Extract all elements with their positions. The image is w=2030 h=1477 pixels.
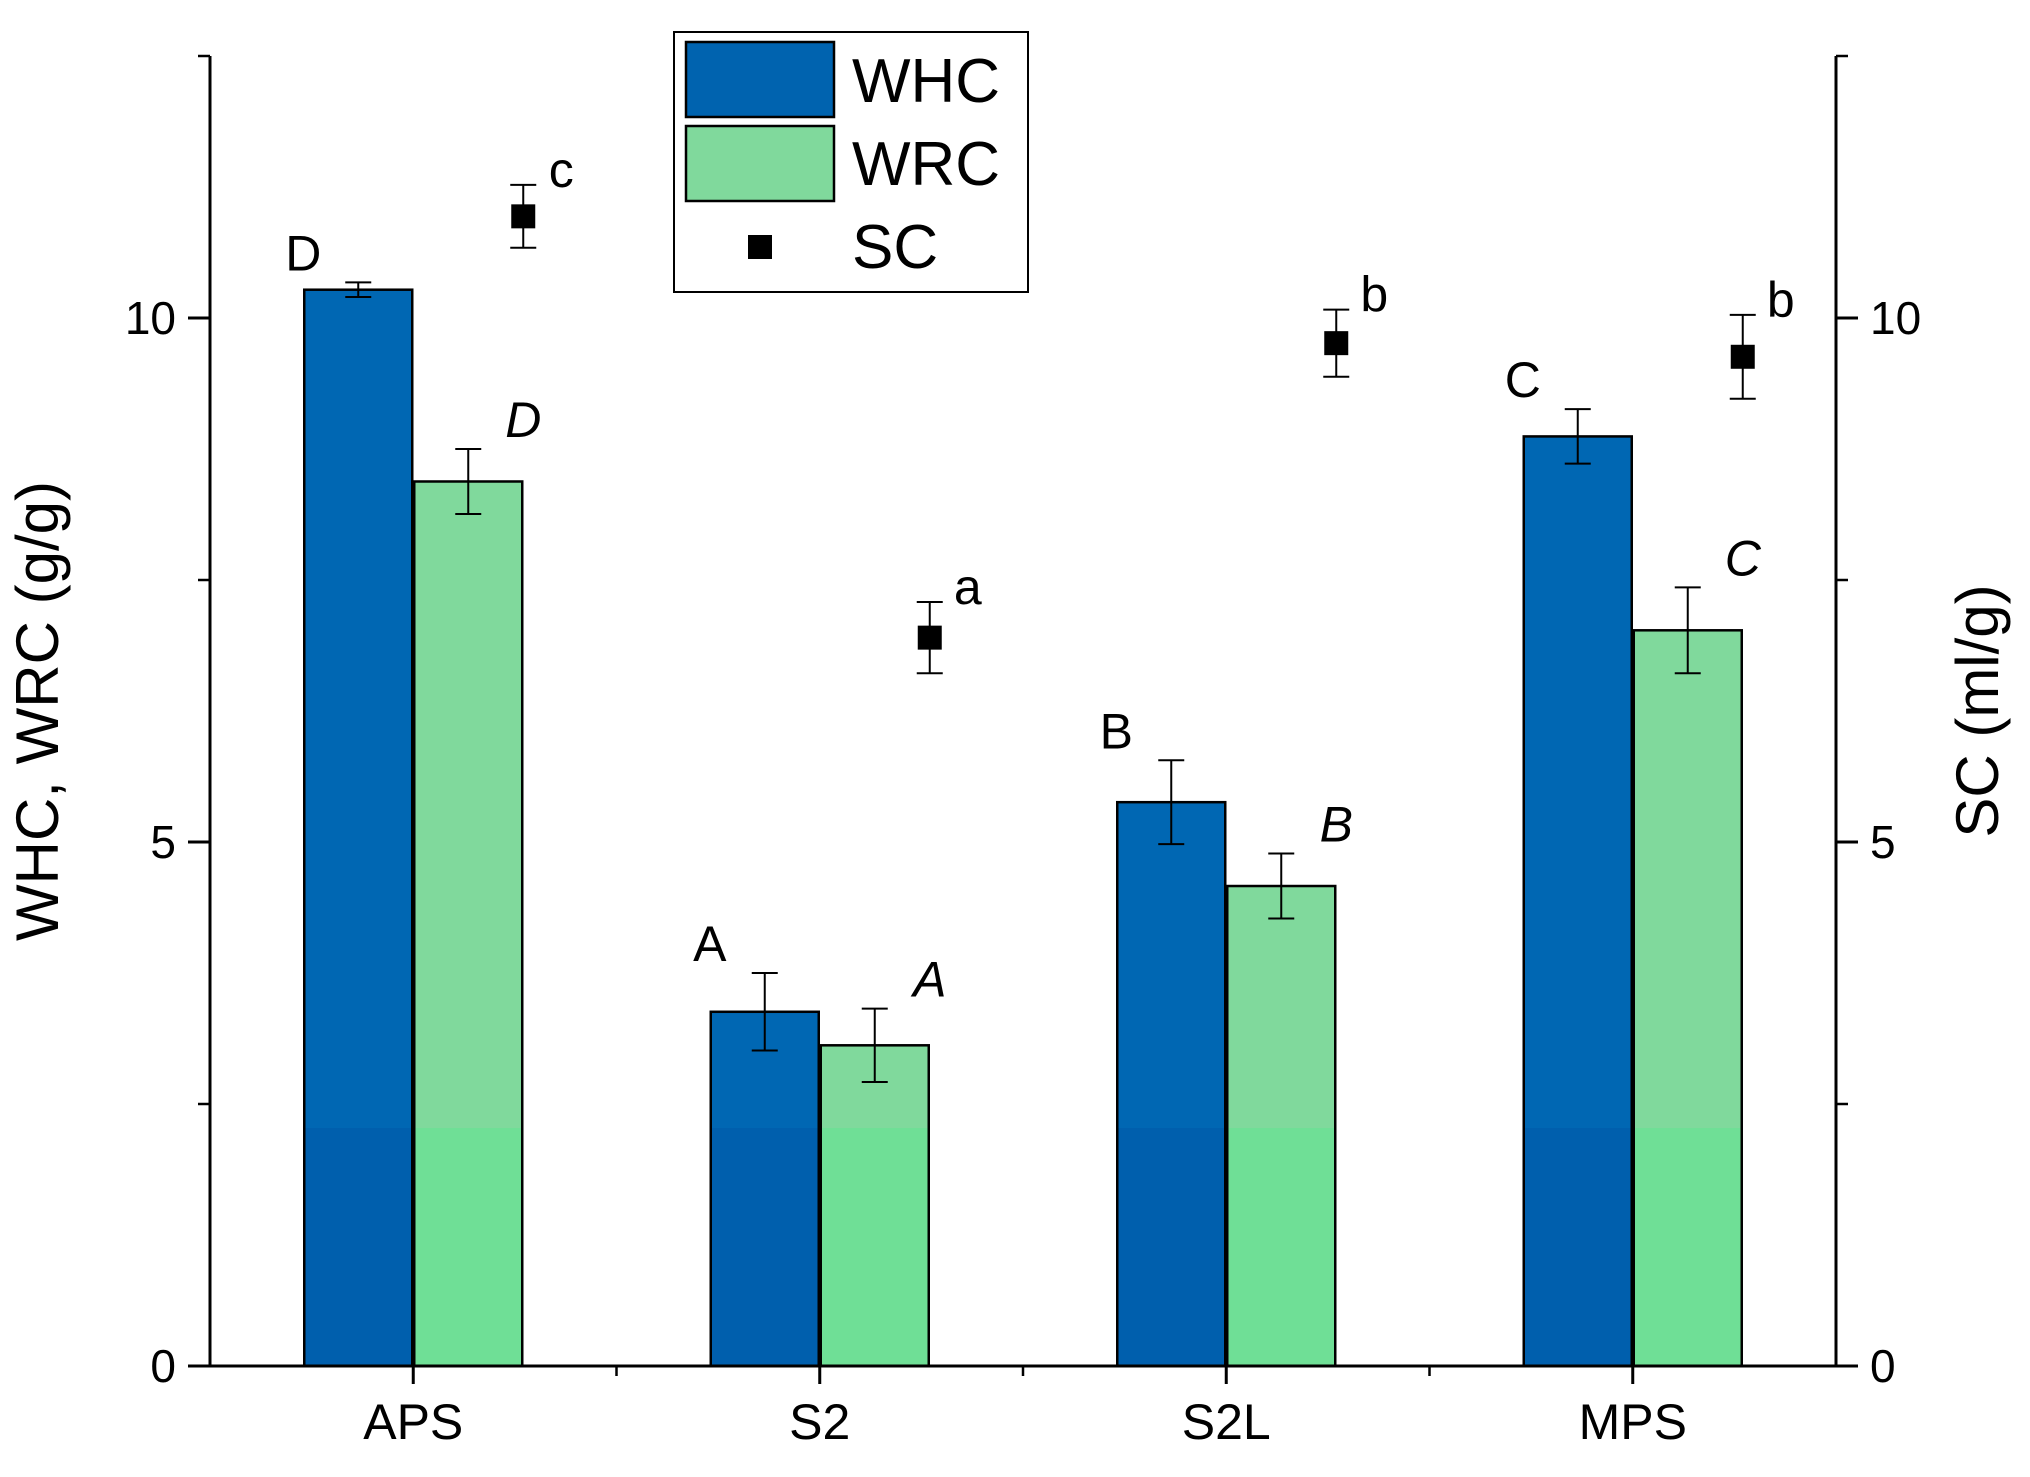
legend-swatch-whc xyxy=(684,40,836,119)
y2-axis-title: SC (ml/g) xyxy=(1944,584,2011,837)
wrc-bar-lower-s2l xyxy=(1227,1128,1336,1366)
sc-sig-label-s2l: b xyxy=(1360,267,1388,323)
wrc-bar-lower-mps xyxy=(1633,1128,1742,1366)
legend-label-sc: SC xyxy=(852,213,938,282)
whc-bar-upper-aps xyxy=(304,289,413,1129)
y2-tick-label-0: 0 xyxy=(1870,1340,1896,1392)
x-tick-label-s2l: S2L xyxy=(1182,1394,1271,1450)
y-tick-label-0: 0 xyxy=(150,1340,176,1392)
wrc-bar-upper-s2l xyxy=(1227,886,1336,1128)
whc-bar-lower-aps xyxy=(304,1128,413,1366)
y2-tick-label-5: 5 xyxy=(1870,816,1896,868)
x-tick-label-s2: S2 xyxy=(789,1394,850,1450)
wrc-sig-label-mps: C xyxy=(1725,530,1762,586)
whc-sig-label-aps: D xyxy=(285,225,321,281)
x-tick-label-aps: APS xyxy=(363,1394,463,1450)
wrc-bar-upper-mps xyxy=(1633,630,1742,1128)
whc-sig-label-s2: A xyxy=(693,916,727,972)
wrc-sig-label-s2: A xyxy=(910,952,946,1008)
whc-bar-upper-mps xyxy=(1523,436,1632,1128)
wrc-bar-lower-aps xyxy=(414,1128,523,1366)
whc-sig-label-s2l: B xyxy=(1100,703,1133,759)
x-tick-label-mps: MPS xyxy=(1579,1394,1687,1450)
y-tick-label-10: 10 xyxy=(125,292,176,344)
legend: WHC WRC SC xyxy=(673,31,1029,293)
wrc-bar-upper-aps xyxy=(414,481,523,1128)
bars-layer xyxy=(303,204,1755,1368)
ticks-layer xyxy=(188,54,1858,1384)
legend-label-whc: WHC xyxy=(852,47,1000,116)
wrc-sig-label-s2l: B xyxy=(1320,797,1353,853)
sc-sig-label-s2: a xyxy=(954,559,982,615)
whc-bar-lower-s2l xyxy=(1117,1128,1226,1366)
labels-layer: APS D Dc S2 A Aa S2L B Bb MPS C Cb 0 5 10 0 5 10 xyxy=(125,142,1921,1450)
legend-label-wrc: WRC xyxy=(852,130,1000,199)
sc-sig-label-mps: b xyxy=(1767,272,1795,328)
sc-sig-label-aps: c xyxy=(549,142,574,198)
whc-bar-upper-s2l xyxy=(1117,802,1226,1128)
y-axis-title: WHC, WRC (g/g) xyxy=(4,481,71,941)
whc-sig-label-mps: C xyxy=(1505,352,1541,408)
legend-swatch-wrc xyxy=(684,124,836,203)
y-tick-label-5: 5 xyxy=(150,816,176,868)
wrc-bar-lower-s2 xyxy=(820,1128,929,1366)
wrc-sig-label-aps: D xyxy=(505,392,541,448)
y2-tick-label-10: 10 xyxy=(1870,292,1921,344)
whc-bar-lower-s2 xyxy=(710,1128,819,1366)
error-bars-layer xyxy=(345,183,1756,1083)
whc-bar-lower-mps xyxy=(1523,1128,1632,1366)
legend-marker-sc xyxy=(748,235,772,259)
